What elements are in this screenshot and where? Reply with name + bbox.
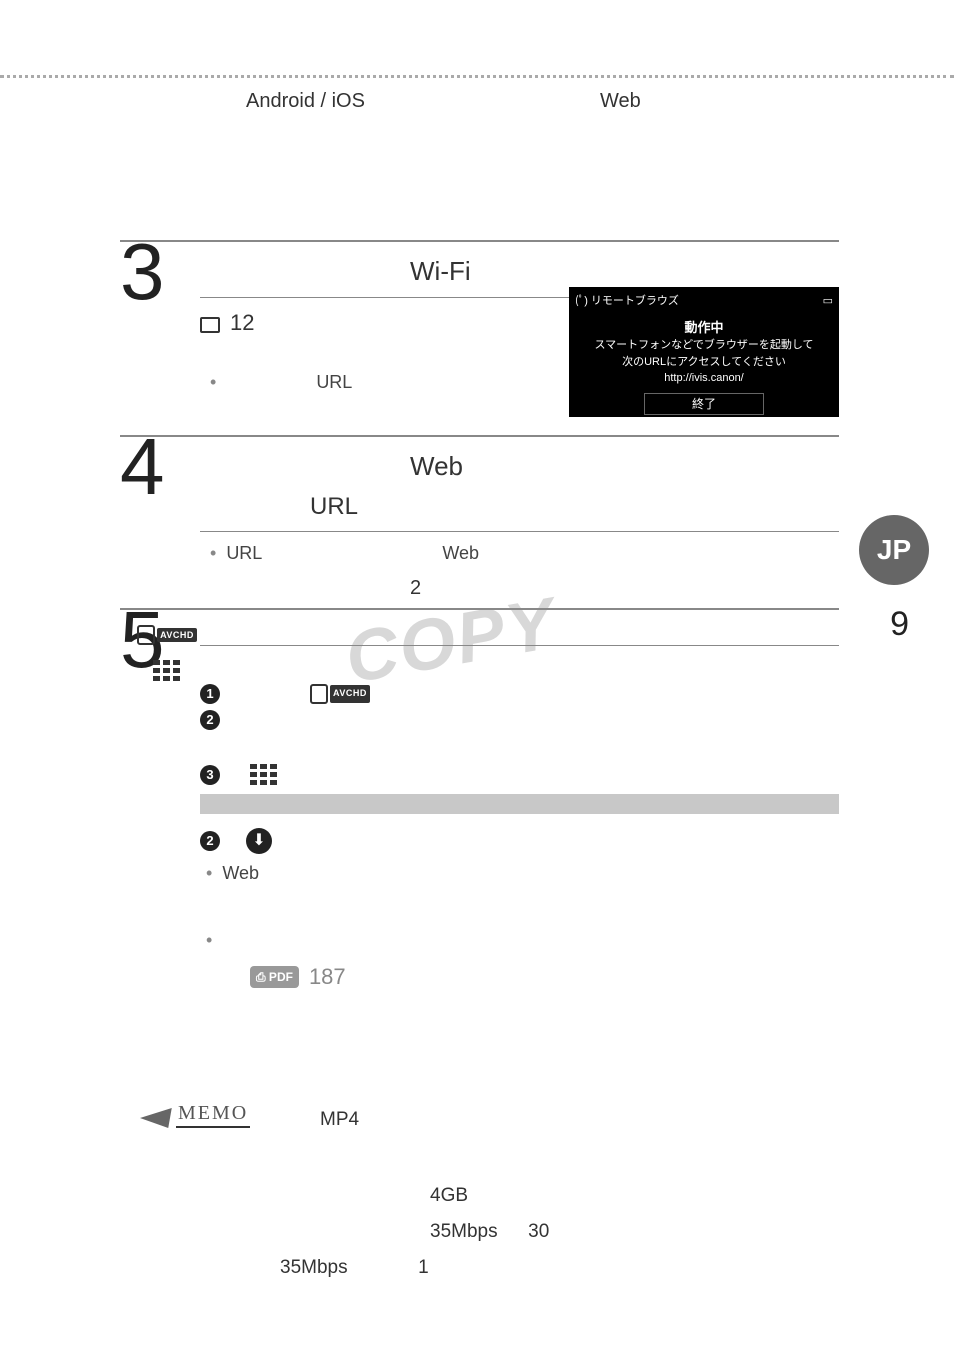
manual-icon [200, 317, 220, 333]
avchd-badge: AVCHD [310, 684, 370, 704]
step5-sidebar-icons: AVCHD [132, 625, 202, 687]
badge-2: 2 [200, 710, 220, 730]
sd-icon [310, 684, 328, 704]
badge-2b: 2 [200, 831, 220, 851]
separator-bar [200, 794, 839, 814]
row-3: 3 [200, 764, 839, 786]
memo-l2: 35Mbps 30 [430, 1214, 839, 1250]
bullet-b: Web [442, 540, 479, 567]
shot-status: 動作中 [575, 318, 833, 338]
badge-3: 3 [200, 765, 220, 785]
bullet-c: 2 [410, 573, 839, 603]
memo-l1: 4GB [430, 1178, 839, 1214]
step-3: 3 Wi-Fi 12 URL (ﾟ) リモートブラウズ ▭ 動作中 スマートフォ… [120, 240, 839, 402]
avchd-badge-side: AVCHD [137, 625, 197, 645]
step-4: 4 Web URL URL Web 2 [120, 435, 839, 603]
step-body: Web URL URL Web 2 [200, 437, 839, 603]
memo-l2a: 35Mbps [430, 1221, 498, 1242]
bullet-url-text: URL [316, 369, 352, 396]
step-title-row: Web URL [200, 447, 839, 532]
step-number: 3 [120, 232, 165, 312]
pdf-page: 187 [309, 960, 346, 993]
language-badge-text: JP [877, 534, 911, 566]
memo-body: MP4 4GB 35Mbps 30 35Mbps 1 [230, 1102, 839, 1286]
row-1: 1 AVCHD [200, 684, 839, 704]
bullet-a: URL [226, 540, 262, 567]
bullet-web: Web [206, 860, 839, 887]
camera-screenshot: (ﾟ) リモートブラウズ ▭ 動作中 スマートフォンなどでブラウザーを起動して … [569, 287, 839, 417]
page-number: 9 [890, 605, 909, 644]
sd-icon [137, 625, 155, 645]
step4-sub: URL [310, 493, 358, 520]
memo-l3a: 35Mbps [280, 1257, 348, 1278]
battery-icon: ▭ [823, 293, 833, 310]
step-body: 1 AVCHD 2 3 2 ⬇ [200, 610, 839, 993]
step4-title: Web [410, 451, 463, 481]
step-body: Wi-Fi 12 URL (ﾟ) リモートブラウズ ▭ 動作中 スマートフォンな… [200, 242, 839, 396]
grid-icon [250, 764, 278, 786]
step-number: 4 [120, 427, 165, 507]
memo-mp4: MP4 [320, 1102, 839, 1138]
step5-title [200, 620, 839, 646]
row-download: 2 ⬇ [200, 828, 839, 854]
pdf-icon: ⎙ PDF [250, 966, 299, 988]
pencil-icon [128, 1108, 172, 1128]
shot-line3: 次のURLにアクセスしてください [575, 354, 833, 371]
memo-l2b: 30 [528, 1221, 549, 1242]
shot-line2: スマートフォンなどでブラウザーを起動して [575, 337, 833, 354]
manual-page: Android / iOS Web JP 9 COPY 3 Wi-Fi 12 U… [0, 0, 954, 1345]
bullet-row: URL Web [210, 540, 839, 567]
memo-l3b: 1 [418, 1257, 429, 1278]
badge-1: 1 [200, 684, 220, 704]
pdf-ref-row: ⎙ PDF 187 [250, 960, 839, 993]
avchd-label: AVCHD [330, 685, 370, 703]
step-5: 5 1 AVCHD 2 3 2 [120, 608, 839, 999]
shot-title: (ﾟ) リモートブラウズ [575, 293, 679, 310]
header-right: Web [600, 90, 641, 113]
row-2: 2 [200, 710, 839, 730]
shot-end-button[interactable]: 終了 [644, 393, 764, 415]
header-left: Android / iOS [246, 90, 365, 113]
grid-icon-side [153, 660, 181, 682]
bullet-web-text: Web [222, 860, 259, 887]
shot-url: http://ivis.canon/ [575, 370, 833, 387]
avchd-label: AVCHD [157, 628, 197, 642]
page-ref: 12 [230, 306, 254, 339]
language-badge: JP [859, 515, 929, 585]
download-icon: ⬇ [246, 828, 272, 854]
bullet-pdf [206, 927, 839, 954]
dotted-rule [0, 75, 954, 78]
memo-l3: 35Mbps 1 [230, 1250, 839, 1286]
